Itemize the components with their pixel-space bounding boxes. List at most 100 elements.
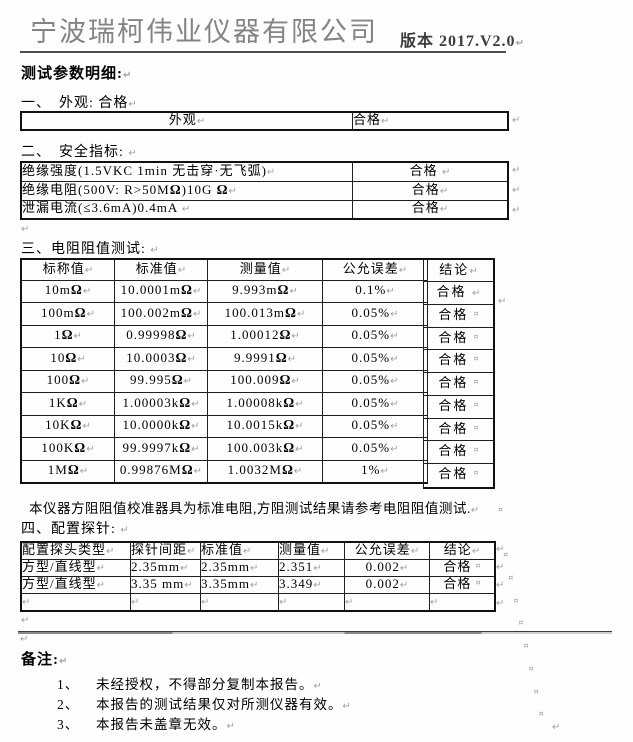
paragraph-mark: ↵ (128, 99, 137, 110)
appearance-table-wrap: 外观↵ 合格↵ (20, 111, 509, 131)
paragraph-mark: ↵ (390, 376, 399, 388)
ohm-symbol: Ω (67, 462, 80, 477)
ohm-symbol: Ω (281, 462, 294, 477)
conclusion-cell: 合格 ¤ (424, 328, 493, 351)
resistance-row-end-marks: ¤ ↵ ¤¤¤¤¤¤¤¤ (20, 296, 544, 719)
paragraph-mark: ↵ (120, 525, 129, 536)
table-header-row: 配置探头类型↵ 探针间距↵ 标准值↵ 测量值↵ 公允误差↵ 结论↵ (20, 541, 496, 560)
cell-text: 合格 (353, 112, 382, 127)
resistance-table-wrap: 标称值↵ 标准值↵ 测量值↵ 公允误差↵ 10mΩ↵ 10.0001mΩ↵ 9.993mΩ↵… (20, 258, 544, 718)
footer-rule (18, 631, 612, 632)
table-cell: 99.995Ω↵ (114, 369, 208, 393)
table-cell: 100mΩ↵ (20, 302, 115, 326)
paragraph-mark: ↵ (386, 286, 395, 298)
ohm-symbol: Ω (279, 327, 292, 343)
row-end-mark: ¤ (533, 686, 539, 696)
paragraph-mark: ↵ (430, 597, 439, 608)
paragraph-mark: ↵ (81, 376, 90, 388)
table-row: 外观↵ 合格↵ (20, 111, 509, 131)
paragraph-mark: ↵ (82, 421, 91, 433)
paragraph-mark: ↵ (191, 443, 200, 455)
table-cell: 1.00012Ω↵ (207, 324, 323, 348)
ohm-symbol: Ω (169, 181, 182, 197)
row-end-mark: ¤ (498, 504, 504, 514)
table-cell: ↵ (200, 593, 279, 612)
paragraph-mark: ↵ (226, 721, 235, 732)
ohm-symbol: Ω (61, 327, 74, 343)
paragraph-mark: ↵ (192, 308, 202, 320)
paragraph-mark: ↵ (552, 722, 561, 733)
ohm-symbol: Ω (283, 394, 296, 410)
resistance-table: 标称值↵ 标准值↵ 测量值↵ 公允误差↵ 10mΩ↵ 10.0001mΩ↵ 9.993mΩ↵… (20, 258, 428, 484)
ohm-symbol: Ω (277, 282, 290, 298)
paragraph-mark: ↵ (21, 224, 30, 235)
table-cell: 9.9991Ω↵ (207, 347, 323, 371)
paragraph-mark: ↵ (191, 398, 200, 410)
conclusion-cell: 合格 ¤ (424, 350, 493, 373)
probe-table: 配置探头类型↵ 探针间距↵ 标准值↵ 测量值↵ 公允误差↵ 结论↵ 方型/直线型↵ 2.35m… (20, 541, 496, 612)
ohm-symbol: Ω (285, 304, 297, 320)
table-row-empty: ↵ ↵ ↵ ↵ ↵ ↵ (20, 593, 496, 612)
paragraph-mark: ↵ (313, 563, 322, 574)
paragraph-mark: ↵ (184, 580, 193, 591)
doc-title: 测试参数明细:↵ (21, 62, 131, 83)
paragraph-mark: ↵ (295, 421, 304, 433)
paragraph-mark: ↵ (191, 421, 200, 433)
paragraph-mark: ↵ (179, 563, 189, 574)
table-cell: ↵ (278, 593, 345, 612)
table-cell: 100.003kΩ↵ (207, 437, 323, 461)
remark-number: 2、 (57, 697, 80, 712)
table-cell: 0.05%↵ (322, 302, 428, 326)
table-cell: 1.00003kΩ↵ (114, 392, 208, 416)
row-end-mark: ¤ (513, 595, 519, 605)
table-cell: 1KΩ↵ (20, 392, 115, 416)
safety-result-cell: 合格↵ (352, 180, 509, 201)
paragraph-mark: ↵ (390, 353, 399, 365)
paragraph-mark: ↵ (313, 580, 322, 591)
remark-number: 3、 (57, 717, 80, 732)
paragraph-mark: ↵ (150, 245, 159, 256)
paragraph-mark: ↵ (243, 546, 252, 557)
ohm-symbol: Ω (65, 349, 78, 365)
table-cell: 3.35mm↵ (200, 576, 279, 594)
table-cell: 0.05%↵ (322, 414, 428, 438)
paragraph-mark: ↵ (79, 466, 89, 477)
conclusion-header: 结论↵ (424, 260, 493, 282)
paragraph-mark: ↵ (390, 308, 399, 320)
probe-table-wrap: 配置探头类型↵ 探针间距↵ 标准值↵ 测量值↵ 公允误差↵ 结论↵ 方型/直线型↵ 2.35m… (20, 541, 496, 612)
paragraph-mark: ↵ (390, 443, 399, 455)
table-cell: ↵ (130, 593, 201, 612)
paragraph-mark: ↵ (123, 70, 132, 81)
paragraph-mark: ↵ (313, 681, 322, 692)
column-header: 探针间距↵ (130, 541, 201, 560)
paragraph-mark: ↵ (96, 580, 106, 591)
paragraph-mark: ↵ (59, 656, 68, 667)
ohm-symbol: Ω (175, 349, 188, 365)
conclusion-cell: 合格 ¤ (424, 396, 493, 419)
table-cell: 合格 ¤ (429, 576, 496, 594)
section-heading-appearance: 一、 外观: 合格↵ (21, 92, 137, 112)
ohm-symbol: Ω (181, 282, 193, 298)
paragraph-mark: ↵ (201, 597, 210, 608)
ohm-symbol: Ω (283, 417, 296, 433)
paragraph-mark: ↵ (131, 597, 140, 608)
table-row: 方型/直线型↵ 3.35 mm↵ 3.35mm↵ 3.349↵ 0.002↵ 合格 ¤ (20, 576, 496, 594)
row-end-mark: ↵ (496, 580, 505, 591)
table-cell: 0.05%↵ (322, 347, 428, 371)
paragraph-mark: ↵ (20, 634, 29, 645)
paragraph-mark: ↵ (471, 288, 481, 299)
version-label: 版本 2017.V2.0↵ (400, 27, 524, 51)
paragraph-mark: ↵ (293, 466, 303, 477)
company-name: 宁波瑞柯伟业仪器有限公司 (30, 17, 378, 47)
table-cell: 100.009Ω↵ (207, 369, 323, 393)
table-cell: 100.013mΩ↵ (207, 302, 323, 326)
ohm-symbol: Ω (74, 304, 87, 320)
paragraph-mark: ↵ (381, 116, 390, 127)
paragraph-mark: ↵ (439, 204, 449, 216)
appearance-table: 外观↵ 合格↵ (20, 111, 509, 131)
table-cell: 0.05%↵ (322, 369, 428, 393)
paragraph-mark: ↵ (296, 308, 306, 320)
row-end-mark: ¤ (508, 572, 514, 582)
section-heading-probe: 四、配置探针: ↵ (21, 518, 129, 538)
